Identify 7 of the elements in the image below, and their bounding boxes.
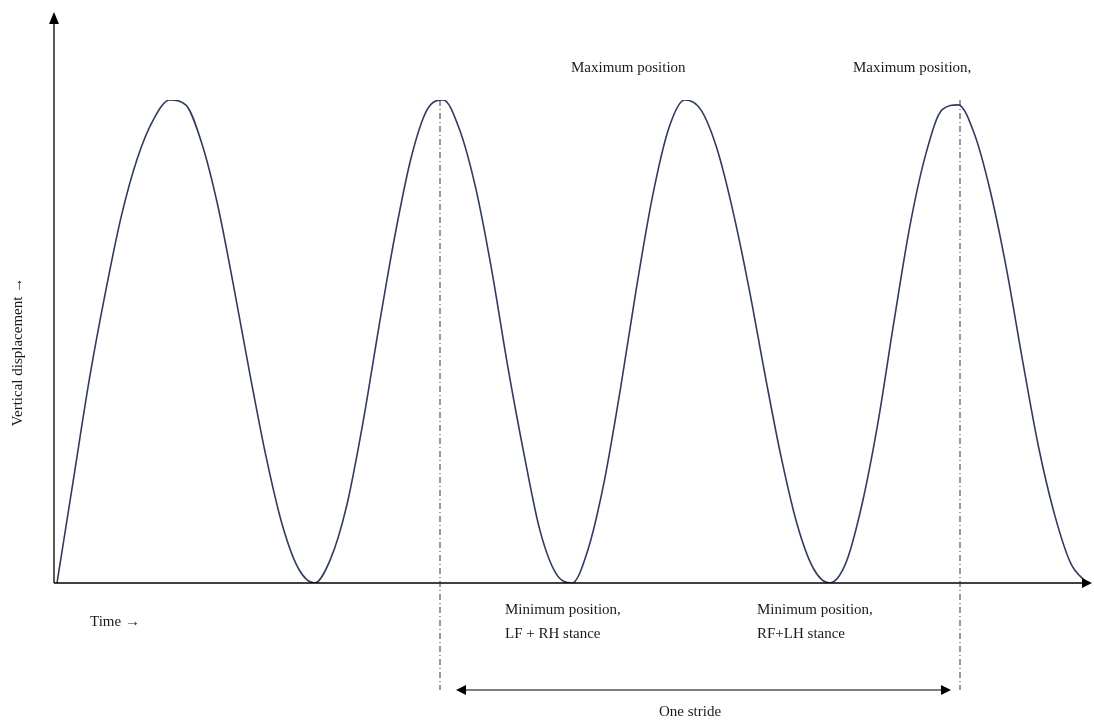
y-axis-title: Vertical displacement → — [8, 277, 25, 427]
text: Minimum position, LF + RH stance — [505, 600, 621, 641]
text: Maximum position — [571, 58, 687, 75]
text: One stride — [658, 702, 722, 719]
x-axis-title: Time → — [90, 612, 140, 629]
text: Minimum position, RF+LH stance — [757, 600, 873, 641]
text: Maximum position, — [853, 58, 972, 75]
